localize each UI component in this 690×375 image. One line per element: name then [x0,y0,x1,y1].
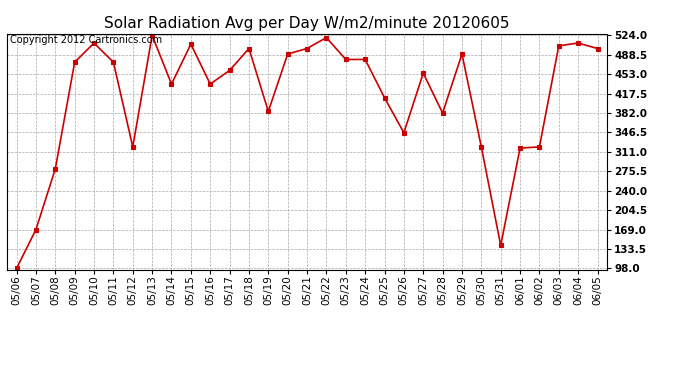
Text: Copyright 2012 Cartronics.com: Copyright 2012 Cartronics.com [10,35,162,45]
Title: Solar Radiation Avg per Day W/m2/minute 20120605: Solar Radiation Avg per Day W/m2/minute … [104,16,510,31]
